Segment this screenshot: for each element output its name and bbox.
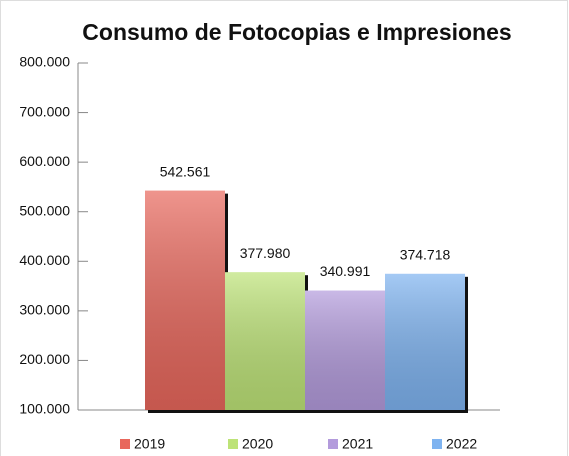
- data-label: 542.561: [160, 163, 211, 179]
- bar-shading: [385, 273, 465, 410]
- data-label: 374.718: [400, 247, 451, 263]
- y-tick-label: 400.000: [19, 252, 70, 268]
- y-tick-label: 700.000: [19, 103, 70, 119]
- legend-swatch: [328, 439, 338, 449]
- legend-label: 2021: [342, 436, 373, 452]
- legend-label: 2020: [242, 436, 273, 452]
- data-label: 340.991: [320, 263, 371, 279]
- legend-swatch: [228, 439, 238, 449]
- y-tick-label: 500.000: [19, 202, 70, 218]
- y-tick-label: 100.000: [19, 401, 70, 417]
- y-tick-label: 200.000: [19, 351, 70, 367]
- legend-label: 2019: [134, 436, 165, 452]
- data-label: 377.980: [240, 245, 291, 261]
- chart-title: Consumo de Fotocopias e Impresiones: [82, 19, 511, 45]
- legend-swatch: [120, 439, 130, 449]
- bar-shading: [225, 272, 305, 410]
- y-tick-label: 300.000: [19, 302, 70, 318]
- bar-shading: [305, 290, 385, 410]
- y-tick-label: 800.000: [19, 54, 70, 70]
- legend-swatch: [432, 439, 442, 449]
- legend-label: 2022: [446, 436, 477, 452]
- bar-shading: [145, 190, 225, 410]
- y-tick-label: 600.000: [19, 153, 70, 169]
